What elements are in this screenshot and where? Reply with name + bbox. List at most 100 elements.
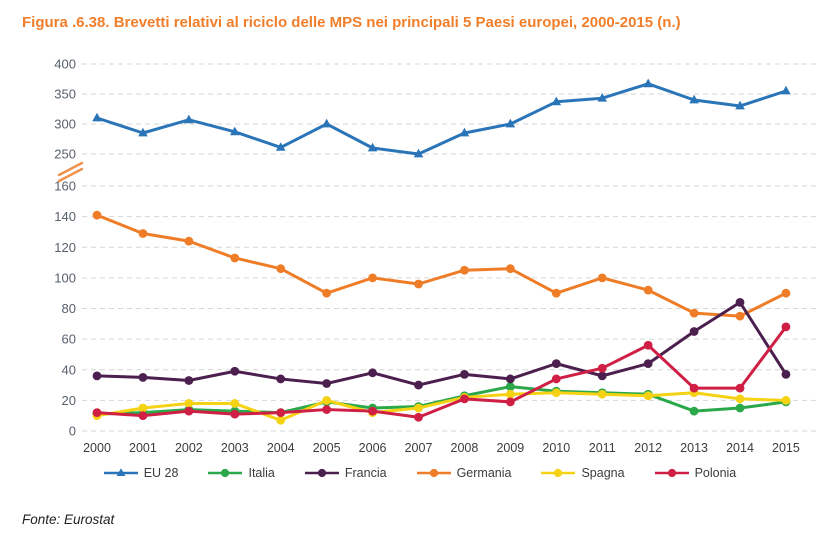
circle-marker-icon xyxy=(654,468,689,478)
series-francia xyxy=(92,297,791,390)
data-point-marker xyxy=(551,359,561,369)
legend-marker xyxy=(221,468,230,478)
circle-marker-icon xyxy=(541,468,576,478)
data-point-marker xyxy=(597,371,607,381)
legend-item-eu-28: EU 28 xyxy=(103,466,178,480)
data-point-marker xyxy=(781,369,791,379)
data-point-marker xyxy=(505,389,515,399)
data-point-marker xyxy=(551,288,561,298)
data-point-marker xyxy=(138,127,148,137)
data-point-marker xyxy=(138,373,148,382)
x-axis-tick-label: 2006 xyxy=(359,441,387,455)
data-point-marker xyxy=(322,379,332,388)
data-point-marker xyxy=(276,264,286,274)
data-point-marker xyxy=(551,96,562,106)
data-point-marker xyxy=(368,368,377,378)
data-point-marker xyxy=(735,311,745,321)
y-axis-tick-label: 100 xyxy=(54,270,76,285)
y-axis-tick-label: 40 xyxy=(62,362,76,377)
y-axis-tick-label: 0 xyxy=(69,424,76,439)
legend-item-italia: Italia xyxy=(208,466,275,480)
triangle-marker-icon xyxy=(103,468,138,476)
data-point-marker xyxy=(505,118,516,128)
data-point-marker xyxy=(597,273,607,283)
legend-item-polonia: Polonia xyxy=(654,466,737,480)
data-point-marker xyxy=(643,359,653,369)
data-point-marker xyxy=(505,374,515,384)
legend-label: Polonia xyxy=(694,466,737,480)
series-line xyxy=(96,325,788,419)
data-point-marker xyxy=(460,369,469,379)
legend-label: Italia xyxy=(248,466,275,480)
legend-label: Spagna xyxy=(581,466,625,480)
x-axis-tick-label: 2004 xyxy=(267,441,295,455)
data-point-marker xyxy=(230,253,240,263)
data-point-marker xyxy=(368,273,377,283)
data-point-marker xyxy=(735,383,745,393)
data-point-marker xyxy=(230,409,240,419)
data-point-marker xyxy=(275,142,286,151)
data-point-marker xyxy=(551,374,561,384)
data-point-marker xyxy=(138,411,148,421)
y-axis-tick-label: 60 xyxy=(62,332,76,347)
legend-item-germania: Germania xyxy=(416,466,511,480)
y-axis-tick-label: 400 xyxy=(54,57,76,72)
x-axis-tick-label: 2007 xyxy=(405,441,433,455)
x-axis-tick-label: 2011 xyxy=(589,441,616,455)
data-point-marker xyxy=(689,327,699,336)
data-point-marker xyxy=(276,415,286,425)
legend-marker xyxy=(317,468,326,478)
series-line xyxy=(96,213,787,318)
series-line xyxy=(96,391,786,422)
series-line xyxy=(96,82,787,156)
x-axis-tick-label: 2013 xyxy=(680,441,708,455)
series-germania xyxy=(92,210,791,321)
data-point-marker xyxy=(689,383,699,393)
data-point-marker xyxy=(597,93,608,102)
data-point-marker xyxy=(414,279,423,289)
circle-marker-icon xyxy=(304,468,339,478)
axis-break-icon xyxy=(57,167,84,183)
series-eu-28 xyxy=(92,78,791,158)
data-point-marker xyxy=(414,380,423,390)
data-point-marker xyxy=(460,265,469,275)
legend-marker xyxy=(554,468,563,478)
y-axis-tick-label: 120 xyxy=(54,240,76,255)
data-point-marker xyxy=(276,374,286,384)
y-axis-tick-label: 160 xyxy=(54,179,76,194)
data-point-marker xyxy=(184,236,194,246)
data-point-marker xyxy=(689,308,699,318)
x-axis-tick-label: 2009 xyxy=(496,441,524,455)
circle-marker-icon xyxy=(208,468,243,478)
data-point-marker xyxy=(643,391,653,401)
x-axis-tick-label: 2003 xyxy=(221,441,249,455)
x-axis-tick-label: 2005 xyxy=(313,441,341,455)
y-axis-tick-label: 250 xyxy=(54,147,76,162)
figure-title: Figura .6.38. Brevetti relativi al ricic… xyxy=(22,14,681,31)
legend-marker xyxy=(116,468,126,476)
x-axis-tick-label: 2002 xyxy=(175,441,203,455)
data-point-marker xyxy=(735,297,745,307)
data-point-marker xyxy=(781,85,791,95)
x-axis-tick-label: 2015 xyxy=(772,441,800,455)
data-point-marker xyxy=(643,340,653,350)
data-point-marker xyxy=(505,397,515,407)
data-point-marker xyxy=(459,127,470,137)
data-point-marker xyxy=(460,394,469,404)
y-axis-tick-label: 20 xyxy=(62,393,76,408)
data-point-marker xyxy=(322,405,332,414)
legend-marker xyxy=(429,468,438,478)
data-point-marker xyxy=(643,78,653,88)
chart-legend: EU 28 Italia Francia Germania Spagna Polonia xyxy=(0,466,840,480)
data-point-marker xyxy=(230,366,240,376)
data-point-marker xyxy=(505,382,515,391)
legend-item-spagna: Spagna xyxy=(541,466,625,480)
data-point-marker xyxy=(597,389,607,399)
legend-item-francia: Francia xyxy=(304,466,387,480)
data-point-marker xyxy=(92,371,102,381)
data-point-marker xyxy=(184,399,194,408)
data-point-marker xyxy=(689,406,699,416)
data-point-marker xyxy=(551,388,561,398)
data-point-marker xyxy=(138,229,148,238)
